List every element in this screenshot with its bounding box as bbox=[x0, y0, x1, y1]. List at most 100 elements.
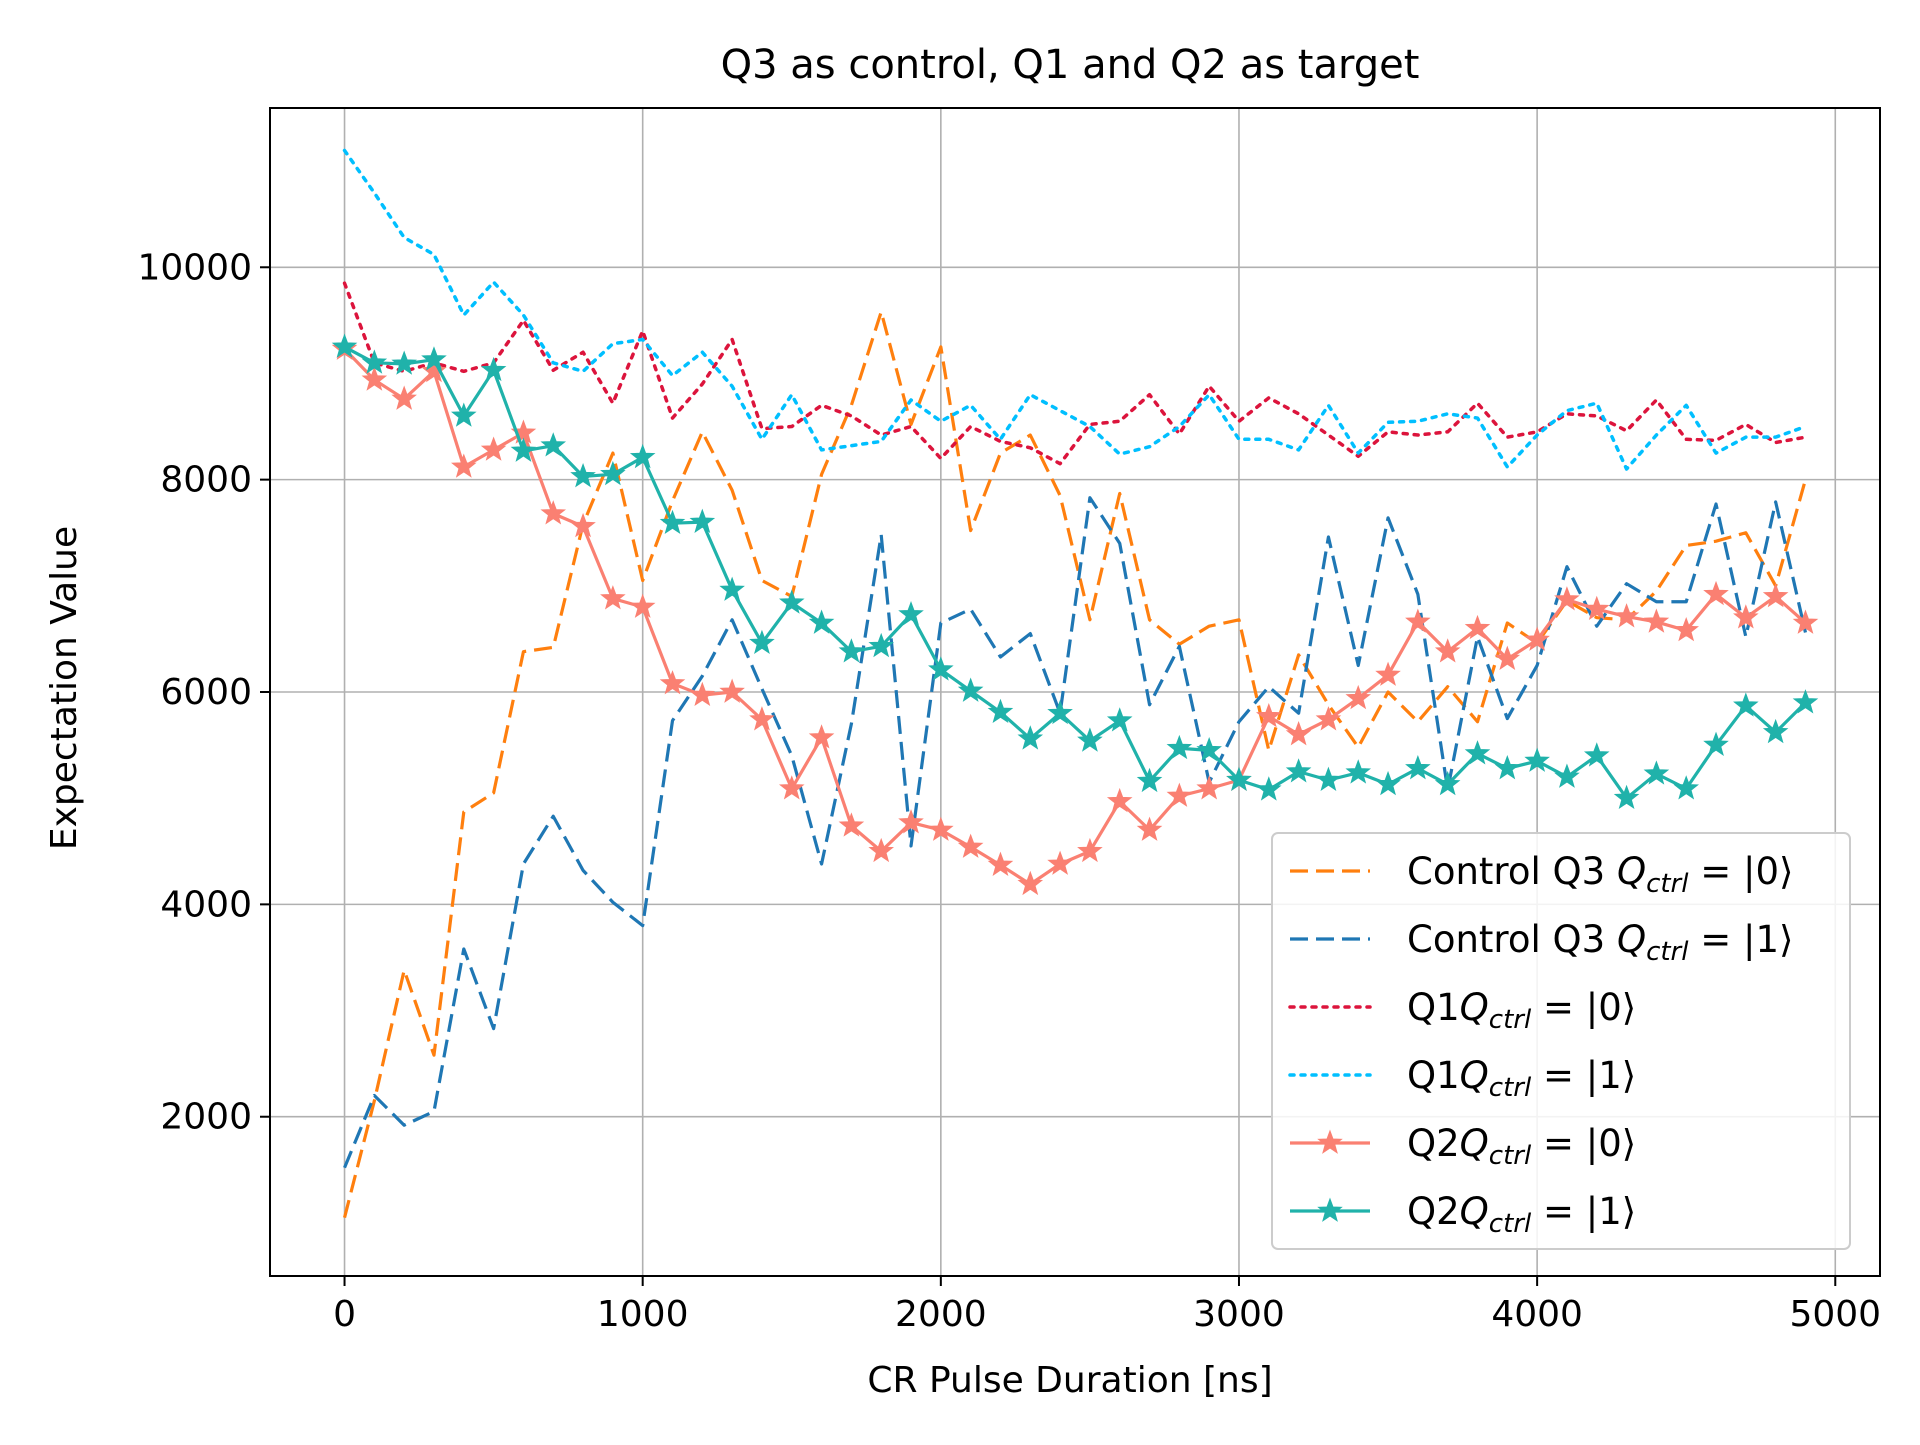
series-6-point bbox=[838, 638, 865, 663]
series-6-point bbox=[778, 589, 805, 614]
series-5-point bbox=[719, 678, 745, 703]
series-lines bbox=[331, 148, 1819, 1218]
series-5-point bbox=[480, 436, 507, 461]
series-5-point bbox=[1047, 850, 1073, 875]
series-5-point bbox=[451, 453, 477, 478]
series-5-point bbox=[898, 809, 924, 834]
plot-frame bbox=[269, 107, 1881, 1277]
x-tick-label: 2000 bbox=[895, 1294, 987, 1335]
x-axis-label: CR Pulse Duration [ns] bbox=[867, 1360, 1272, 1401]
y-tick-label: 6000 bbox=[160, 672, 252, 713]
y-tick-label: 8000 bbox=[160, 460, 252, 501]
legend-label: Q1Qctrl = |0⟩ bbox=[1407, 986, 1636, 1035]
series-5-point bbox=[868, 837, 894, 863]
series-6-point bbox=[1554, 763, 1580, 788]
x-tick-label: 0 bbox=[333, 1294, 356, 1335]
series-6-point bbox=[689, 508, 716, 533]
series-5-point bbox=[1583, 595, 1610, 621]
series-6-point bbox=[1583, 742, 1610, 767]
x-tick-label: 4000 bbox=[1491, 1294, 1583, 1335]
series-6-point bbox=[510, 437, 537, 462]
series-4-group bbox=[342, 148, 1808, 471]
x-tick-label: 1000 bbox=[597, 1294, 689, 1335]
series-5-point bbox=[361, 366, 388, 391]
series-6-point bbox=[1315, 766, 1342, 792]
series-6-point bbox=[1226, 766, 1252, 792]
series-5-point bbox=[1464, 614, 1491, 640]
series-6-point bbox=[1345, 759, 1372, 784]
series-6-point bbox=[1285, 758, 1312, 783]
y-axis-label: Expectation Value bbox=[44, 526, 85, 850]
series-5-point bbox=[1554, 586, 1580, 611]
series-6-point bbox=[540, 432, 567, 457]
y-tick-label: 4000 bbox=[160, 884, 252, 925]
series-6-point bbox=[391, 350, 417, 375]
series-6-point bbox=[480, 356, 507, 382]
series-5-point bbox=[1077, 837, 1103, 863]
series-6-point bbox=[749, 629, 775, 655]
series-5-point bbox=[1256, 702, 1282, 728]
grid-lines bbox=[270, 108, 1880, 1276]
series-5-point bbox=[1106, 787, 1133, 813]
series-5-point bbox=[1285, 721, 1312, 746]
legend-marker bbox=[1317, 1197, 1343, 1222]
legend-label: Q2Qctrl = |0⟩ bbox=[1407, 1122, 1636, 1171]
series-5-point bbox=[1762, 582, 1789, 608]
series-6-point bbox=[629, 443, 656, 469]
series-5-point bbox=[1345, 684, 1372, 710]
series-6-point bbox=[1494, 755, 1521, 780]
y-tick-label: 2000 bbox=[160, 1097, 252, 1138]
series-5-point bbox=[1405, 608, 1431, 633]
series-5-point bbox=[1524, 626, 1550, 651]
series-5-point bbox=[600, 585, 626, 610]
legend-label: Q2Qctrl = |1⟩ bbox=[1407, 1190, 1636, 1239]
series-5-point bbox=[1613, 603, 1640, 628]
series-6-point bbox=[1136, 767, 1163, 793]
series-5-point bbox=[1166, 782, 1193, 807]
series-6-point bbox=[928, 656, 954, 681]
series-5-point bbox=[1017, 870, 1044, 896]
series-6-point bbox=[987, 698, 1014, 724]
series-5-point bbox=[928, 816, 954, 841]
series-5-point bbox=[1733, 604, 1759, 629]
series-5-point bbox=[808, 724, 835, 749]
series-5-point bbox=[1136, 816, 1163, 841]
series-5-point bbox=[629, 593, 656, 618]
series-6-point bbox=[1762, 718, 1789, 744]
series-6-point bbox=[451, 402, 477, 427]
legend-label: Control Q3 Qctrl = |1⟩ bbox=[1407, 918, 1793, 967]
legend-box bbox=[1271, 832, 1851, 1250]
series-6-point bbox=[1733, 692, 1759, 717]
series-5-point bbox=[957, 833, 984, 858]
series-6-point bbox=[868, 632, 894, 658]
series-6-point bbox=[1375, 770, 1401, 796]
series-6-point bbox=[1077, 727, 1103, 752]
legend-label: Q1Qctrl = |1⟩ bbox=[1407, 1054, 1636, 1103]
series-5-point bbox=[659, 670, 686, 695]
series-6-point bbox=[1196, 736, 1222, 762]
series-6-point bbox=[1524, 747, 1550, 772]
series-5-point bbox=[1494, 645, 1521, 670]
series-5-point bbox=[778, 775, 805, 800]
series-6-point bbox=[1106, 707, 1133, 732]
series-6-point bbox=[421, 346, 447, 371]
series-2-line bbox=[343, 496, 1808, 1169]
series-5-point bbox=[421, 357, 447, 383]
axis-ticks: 0 1000 2000 3000 4000 5000 2000 4000 6000 8000 100… bbox=[137, 247, 1881, 1335]
series-5-point bbox=[1792, 609, 1819, 634]
series-6-point bbox=[570, 463, 596, 488]
series-6-point bbox=[1673, 775, 1699, 800]
series-5-point bbox=[1673, 616, 1699, 642]
series-6-point bbox=[1792, 689, 1819, 714]
legend: Control Q3 Qctrl = |0⟩ Control Q3 Qctrl =… bbox=[1271, 832, 1851, 1250]
series-6-point bbox=[1703, 731, 1729, 756]
series-6-point bbox=[1405, 755, 1431, 780]
series-6-point bbox=[1434, 770, 1461, 796]
series-6-point bbox=[1017, 725, 1044, 750]
series-6-point bbox=[1166, 734, 1193, 760]
series-6-point bbox=[957, 677, 984, 702]
series-5-group bbox=[331, 335, 1819, 896]
series-6-point bbox=[659, 509, 686, 535]
